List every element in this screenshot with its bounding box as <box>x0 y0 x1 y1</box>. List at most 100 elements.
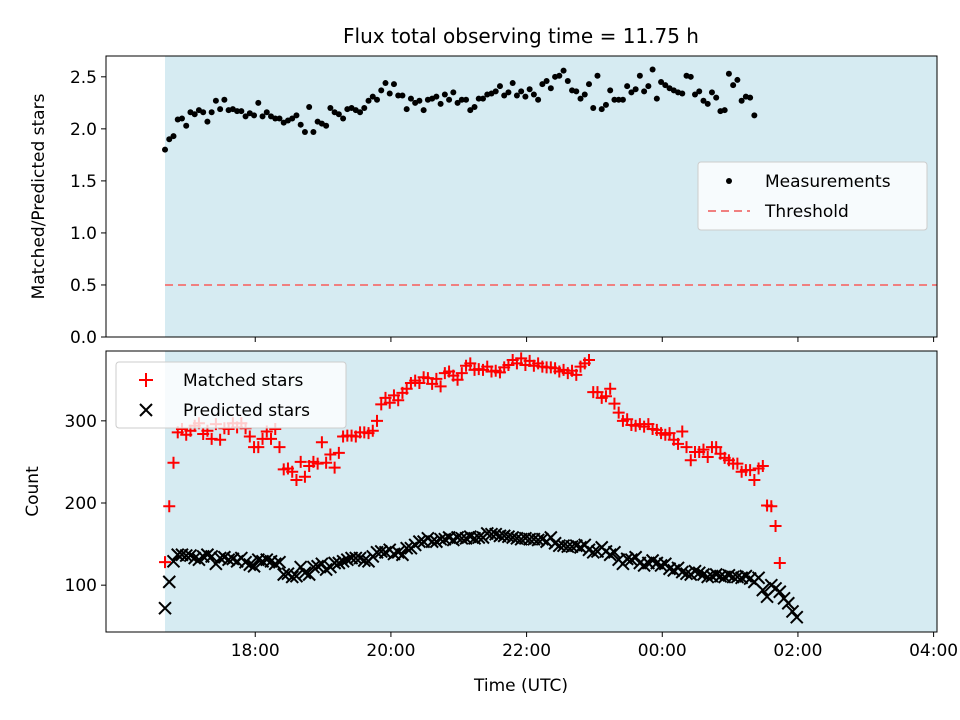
measurement-point <box>369 93 376 100</box>
matched-star-point <box>434 380 447 393</box>
measurement-point <box>687 73 694 80</box>
measurement-point <box>217 106 224 113</box>
measurement-point <box>679 90 686 97</box>
predicted-star-point <box>399 541 414 555</box>
matched-star-point <box>383 396 396 409</box>
matched-star-point <box>582 354 595 367</box>
bottom-legend-box <box>115 361 347 429</box>
matched-star-point <box>159 556 172 569</box>
top-y-ticks: 0.0 0.5 1.0 1.5 2.0 2.5 <box>70 68 106 348</box>
matched-star-point <box>366 424 379 437</box>
matched-star-point <box>672 437 685 450</box>
predicted-star-point <box>425 534 439 549</box>
measurement-point <box>713 94 720 101</box>
predicted-star-point <box>247 559 261 573</box>
measurement-point <box>518 88 525 95</box>
predicted-star-point <box>332 556 346 570</box>
measurement-point <box>255 99 262 106</box>
matched-star-point <box>756 460 769 473</box>
matched-star-point <box>710 441 723 454</box>
predicted-stars-points <box>158 526 804 624</box>
measurement-point <box>378 87 385 94</box>
predicted-star-point <box>260 552 274 567</box>
predicted-star-point <box>179 548 193 563</box>
matched-star-point <box>328 461 341 474</box>
measurement-point <box>636 72 643 79</box>
legend-matched-marker <box>139 373 153 387</box>
measurement-point <box>162 146 169 153</box>
measurement-point <box>696 88 703 95</box>
matched-star-point <box>570 368 583 381</box>
measurement-point <box>310 128 317 135</box>
predicted-star-point <box>395 548 410 562</box>
measurement-point <box>560 67 567 74</box>
measurement-point <box>628 89 635 96</box>
predicted-star-point <box>472 530 486 545</box>
y-tick-label: 2.0 <box>70 120 97 140</box>
measurement-point <box>530 91 537 98</box>
predicted-star-point <box>315 557 329 571</box>
matched-star-point <box>371 414 384 427</box>
measurement-point <box>170 133 177 140</box>
matched-star-point <box>286 465 299 478</box>
matched-star-point <box>773 556 786 569</box>
measurement-point <box>543 77 550 84</box>
bottom-x-ticks: 18:00 20:00 22:00 00:00 02:00 04:00 <box>231 632 958 661</box>
measurement-point <box>501 92 508 99</box>
predicted-star-point <box>209 557 223 571</box>
predicted-star-point <box>790 610 804 624</box>
matched-star-point <box>697 443 710 456</box>
measurement-point <box>641 88 648 95</box>
predicted-star-point <box>692 566 706 580</box>
measurement-point <box>365 97 372 104</box>
measurement-point <box>653 95 660 102</box>
matched-star-point <box>324 448 337 461</box>
measurement-point <box>649 66 656 73</box>
measurement-point <box>662 82 669 89</box>
measurement-point <box>505 89 512 96</box>
measurement-point <box>335 111 342 118</box>
predicted-star-point <box>298 566 312 580</box>
predicted-star-point <box>357 553 371 568</box>
predicted-star-point <box>306 560 321 574</box>
measurement-point <box>293 112 300 119</box>
matched-star-point <box>252 441 265 454</box>
measurement-point <box>607 87 614 94</box>
measurement-point <box>463 96 470 103</box>
predicted-star-point <box>586 545 600 560</box>
bottom-axes-frame <box>105 350 938 633</box>
x-tick-label: 18:00 <box>231 641 280 661</box>
matched-star-point <box>273 441 286 454</box>
matched-star-point <box>392 394 405 407</box>
measurement-point <box>390 81 397 88</box>
measurement-point <box>297 121 304 128</box>
measurement-point <box>751 112 758 119</box>
matched-star-point <box>294 455 307 468</box>
measurement-point <box>407 95 414 102</box>
measurement-point <box>446 96 453 103</box>
measurement-point <box>708 89 715 96</box>
measurement-point <box>556 72 563 79</box>
measurement-point <box>585 81 592 88</box>
measurement-point <box>191 111 198 118</box>
matched-star-point <box>163 500 176 513</box>
predicted-star-point <box>701 570 715 584</box>
measurement-point <box>624 83 631 90</box>
matched-star-point <box>464 357 477 370</box>
bottom-panel: 100 200 300 18:00 20:00 22:00 00:00 02:00 04:00… <box>23 350 958 696</box>
measurement-point <box>513 92 520 99</box>
measurement-point <box>221 96 228 103</box>
matched-star-point <box>298 470 311 483</box>
measurement-point <box>509 80 516 87</box>
measurement-point <box>471 103 478 110</box>
measurement-point <box>598 106 605 113</box>
measurement-point <box>577 95 584 102</box>
x-tick-label: 20:00 <box>366 641 415 661</box>
measurement-point <box>539 81 546 88</box>
measurement-point <box>323 122 330 129</box>
predicted-star-point <box>785 604 800 619</box>
measurement-point <box>475 95 482 102</box>
matched-star-point <box>243 430 256 443</box>
matched-star-point <box>515 352 528 365</box>
matched-star-point <box>265 432 278 445</box>
